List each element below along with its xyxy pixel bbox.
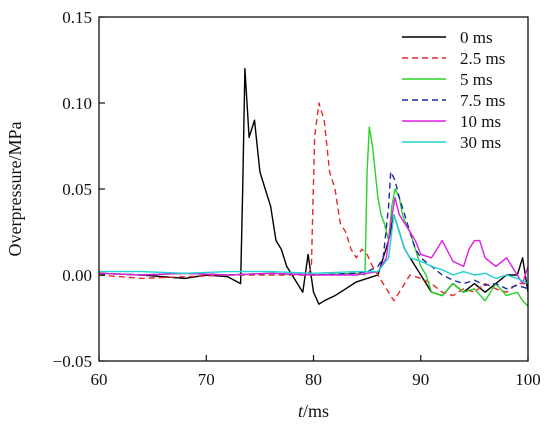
x-tick-label: 70 — [198, 370, 215, 389]
x-axis-label: t/ms — [298, 401, 329, 421]
x-axis-label-unit: /ms — [303, 401, 329, 421]
series-line-4 — [98, 196, 529, 285]
y-tick-label: 0.05 — [62, 180, 92, 199]
plot-lines — [98, 67, 529, 307]
x-tick-label: 90 — [412, 370, 429, 389]
legend-label: 10 ms — [460, 112, 501, 131]
y-axis-label: Overpressure/MPa — [5, 122, 25, 257]
legend-label: 2.5 ms — [460, 49, 505, 68]
x-tick-label: 100 — [515, 370, 541, 389]
series-line-5 — [99, 214, 529, 285]
y-tick-label: 0.10 — [62, 94, 92, 113]
legend-label: 30 ms — [460, 133, 501, 152]
legend-label: 5 ms — [460, 70, 493, 89]
y-tick-label: 0.00 — [62, 266, 92, 285]
legend-label: 7.5 ms — [460, 91, 505, 110]
y-tick-label: 0.15 — [62, 8, 92, 27]
axis-ticks: 60 70 80 90 100 −0.05 0.00 0.05 0.10 0.15 — [53, 8, 541, 389]
legend: 0 ms 2.5 ms 5 ms 7.5 ms 10 ms 30 ms — [402, 28, 505, 152]
y-tick-label: −0.05 — [53, 352, 92, 371]
series-line-1 — [98, 102, 528, 302]
x-axis-label-italic: t — [298, 401, 304, 421]
x-tick-label: 80 — [305, 370, 322, 389]
legend-label: 0 ms — [460, 28, 493, 47]
x-tick-label: 60 — [91, 370, 108, 389]
